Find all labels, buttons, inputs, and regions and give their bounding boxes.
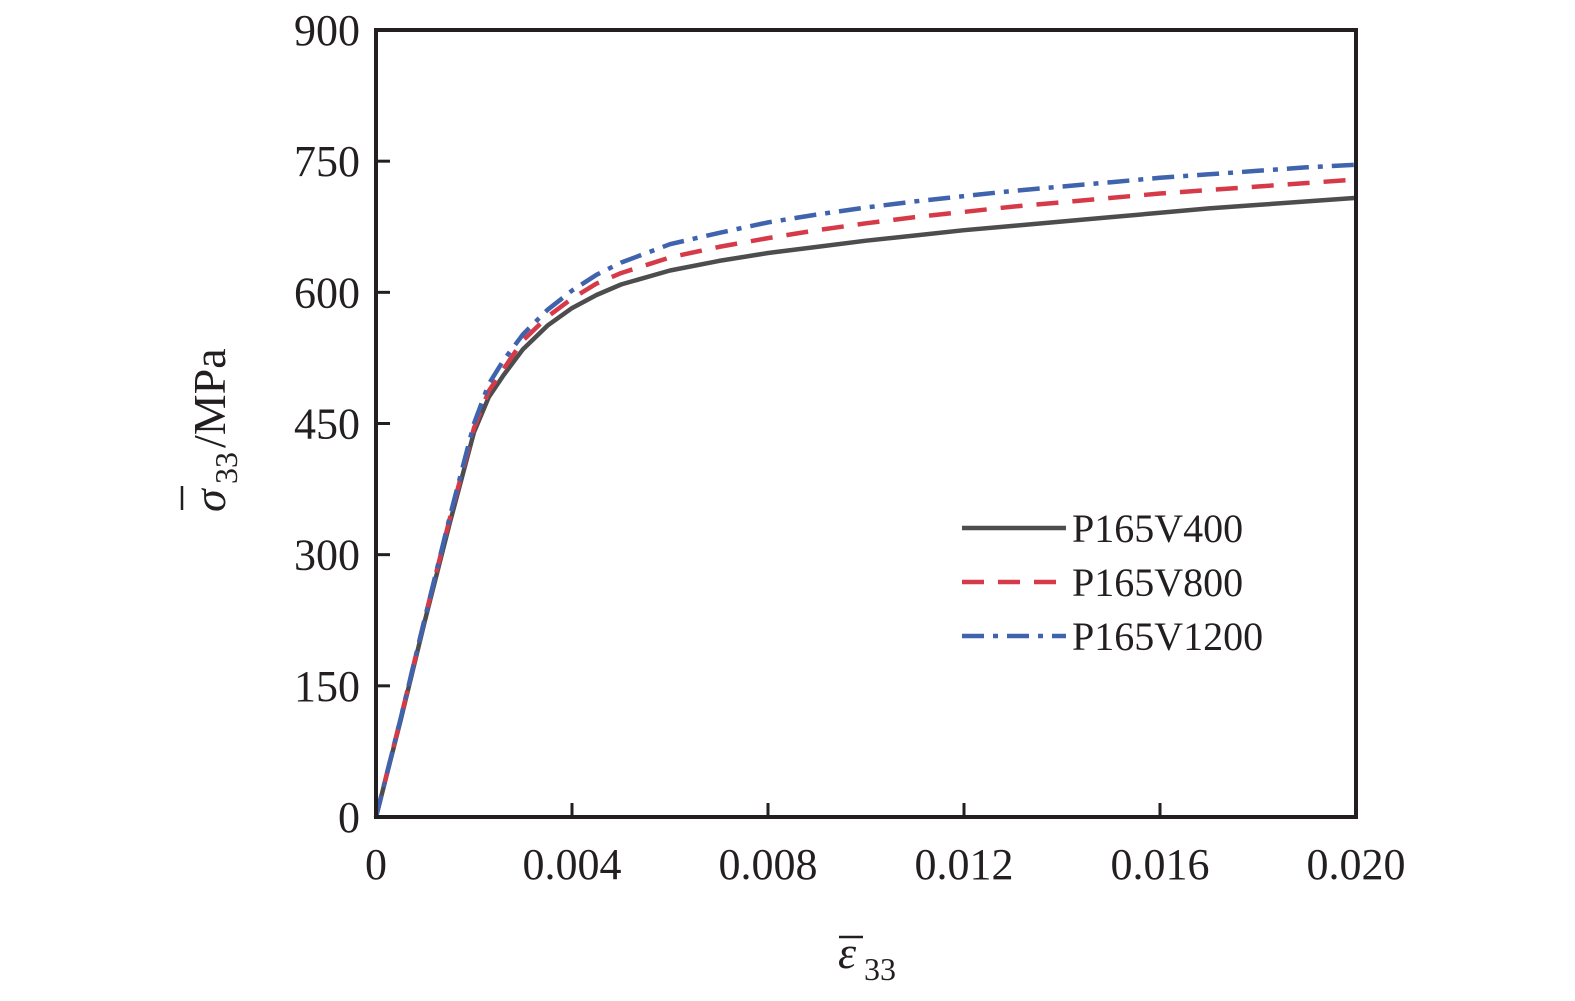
x-tick-label: 0.004	[523, 840, 622, 889]
y-tick-label: 900	[294, 6, 360, 55]
x-label-subscript: 33	[864, 951, 896, 987]
y-label-unit: /MPa	[184, 348, 235, 448]
y-tick-label: 600	[294, 268, 360, 317]
x-tick-label: 0.020	[1307, 840, 1406, 889]
y-tick-label: 450	[294, 400, 360, 449]
legend-label: P165V400	[1072, 506, 1243, 551]
legend-label: P165V1200	[1072, 614, 1263, 659]
series-line-p165v1200	[373, 162, 1357, 818]
x-tick-label: 0.012	[915, 840, 1014, 889]
series-line-p165v800	[373, 177, 1357, 818]
legend-label: P165V800	[1072, 560, 1243, 605]
x-tick-label: 0.016	[1111, 840, 1210, 889]
x-tick-label: 0.008	[719, 840, 818, 889]
y-tick-label: 750	[294, 137, 360, 186]
y-tick-label: 0	[338, 793, 360, 842]
y-axis-label: σ 33/MPa	[180, 348, 244, 512]
y-label-symbol: σ	[184, 487, 235, 512]
x-tick-label: 0	[365, 840, 387, 889]
plot-frame	[374, 28, 1358, 819]
y-label-subscript: 33	[208, 452, 244, 484]
y-tick-label: 150	[294, 662, 360, 711]
x-axis-label: ε 33	[838, 927, 896, 987]
x-label-symbol: ε	[838, 927, 857, 978]
y-tick-label: 300	[294, 531, 360, 580]
